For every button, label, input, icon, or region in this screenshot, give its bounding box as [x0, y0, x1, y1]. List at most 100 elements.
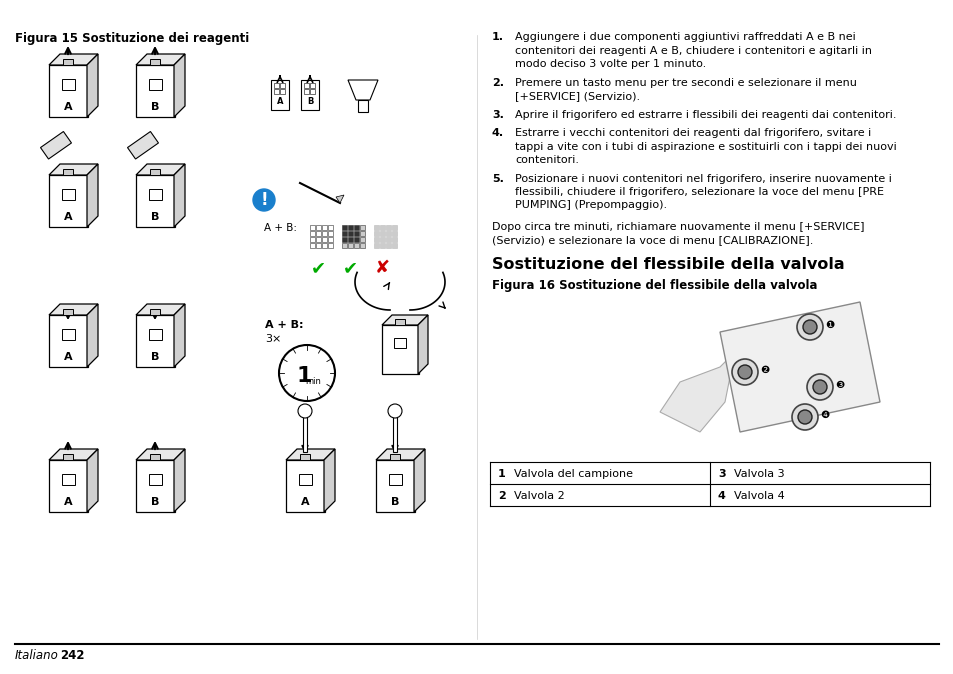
Bar: [354, 231, 358, 236]
Text: 4: 4: [718, 491, 725, 501]
Bar: [359, 231, 365, 236]
Polygon shape: [136, 304, 185, 315]
Text: ✔: ✔: [342, 259, 357, 277]
Bar: [341, 243, 347, 248]
Text: 4.: 4.: [492, 128, 503, 138]
Bar: [374, 237, 378, 242]
Bar: [304, 83, 309, 88]
Polygon shape: [720, 302, 879, 432]
Bar: [328, 225, 333, 230]
Polygon shape: [128, 131, 158, 159]
Bar: [299, 454, 310, 460]
Bar: [386, 231, 391, 236]
Bar: [274, 89, 278, 94]
Text: flessibili, chiudere il frigorifero, selezionare la voce del menu [PRE: flessibili, chiudere il frigorifero, sel…: [515, 187, 883, 197]
Circle shape: [738, 365, 751, 379]
Circle shape: [388, 404, 401, 418]
Bar: [386, 243, 391, 248]
Bar: [359, 237, 365, 242]
Bar: [359, 243, 365, 248]
Bar: [315, 243, 320, 248]
Bar: [49, 175, 88, 227]
Bar: [354, 243, 358, 248]
Bar: [150, 169, 160, 175]
Text: Aggiungere i due componenti aggiuntivi raffreddati A e B nei: Aggiungere i due componenti aggiuntivi r…: [515, 32, 855, 42]
Text: Posizionare i nuovi contenitori nel frigorifero, inserire nuovamente i: Posizionare i nuovi contenitori nel frig…: [515, 173, 891, 183]
Text: Valvola del campione: Valvola del campione: [514, 469, 633, 479]
Text: Valvola 3: Valvola 3: [733, 469, 783, 479]
Circle shape: [791, 404, 817, 430]
Text: B: B: [151, 212, 159, 222]
Text: contenitori.: contenitori.: [515, 155, 578, 165]
Bar: [280, 83, 285, 88]
Text: B: B: [151, 102, 159, 112]
Bar: [341, 231, 347, 236]
Text: 3×: 3×: [265, 334, 281, 344]
Bar: [315, 231, 320, 236]
Circle shape: [278, 345, 335, 401]
Text: PUMPING] (Prepompaggio).: PUMPING] (Prepompaggio).: [515, 200, 666, 210]
Bar: [49, 65, 88, 117]
Polygon shape: [375, 449, 424, 460]
Polygon shape: [87, 304, 98, 367]
Text: B: B: [391, 497, 398, 507]
Text: ✘: ✘: [374, 259, 389, 277]
Polygon shape: [659, 352, 734, 432]
Bar: [310, 225, 314, 230]
Text: contenitori dei reagenti A e B, chiudere i contenitori e agitarli in: contenitori dei reagenti A e B, chiudere…: [515, 46, 871, 55]
Circle shape: [297, 404, 312, 418]
Bar: [354, 225, 358, 230]
Text: Premere un tasto menu per tre secondi e selezionare il menu: Premere un tasto menu per tre secondi e …: [515, 78, 856, 88]
Polygon shape: [49, 449, 98, 460]
Text: Dopo circa tre minuti, richiamare nuovamente il menu [+SERVICE]: Dopo circa tre minuti, richiamare nuovam…: [492, 222, 863, 232]
Bar: [298, 474, 312, 485]
Text: 1.: 1.: [492, 32, 503, 42]
Text: 2.: 2.: [492, 78, 503, 88]
Text: A: A: [64, 497, 72, 507]
Polygon shape: [87, 54, 98, 117]
Bar: [310, 231, 314, 236]
Bar: [392, 237, 396, 242]
Bar: [62, 79, 75, 90]
Circle shape: [806, 374, 832, 400]
Bar: [374, 231, 378, 236]
Polygon shape: [49, 54, 98, 65]
Polygon shape: [136, 449, 185, 460]
Polygon shape: [414, 449, 424, 512]
Bar: [62, 329, 75, 340]
Polygon shape: [286, 449, 335, 460]
Bar: [149, 79, 162, 90]
Bar: [328, 243, 333, 248]
Text: Estrarre i vecchi contenitori dei reagenti dal frigorifero, svitare i: Estrarre i vecchi contenitori dei reagen…: [515, 128, 870, 138]
Bar: [310, 237, 314, 242]
Bar: [136, 315, 174, 367]
Text: Figura 15 Sostituzione dei reagenti: Figura 15 Sostituzione dei reagenti: [15, 32, 249, 45]
Text: 2: 2: [497, 491, 505, 501]
Bar: [328, 237, 333, 242]
Text: ❹: ❹: [820, 410, 828, 420]
Bar: [310, 89, 314, 94]
Circle shape: [802, 320, 816, 334]
Bar: [322, 225, 327, 230]
Bar: [392, 231, 396, 236]
Bar: [375, 460, 415, 512]
Bar: [374, 225, 378, 230]
Circle shape: [796, 314, 822, 340]
Bar: [374, 243, 378, 248]
Bar: [310, 83, 314, 88]
Polygon shape: [324, 449, 335, 512]
Bar: [304, 89, 309, 94]
Text: 5.: 5.: [492, 173, 503, 183]
Circle shape: [253, 189, 274, 211]
Text: 3.: 3.: [492, 109, 503, 119]
Bar: [328, 231, 333, 236]
Text: A: A: [64, 102, 72, 112]
Bar: [359, 225, 365, 230]
Bar: [379, 231, 385, 236]
Bar: [150, 59, 160, 65]
Text: Figura 16 Sostituzione del flessibile della valvola: Figura 16 Sostituzione del flessibile de…: [492, 279, 817, 292]
Bar: [280, 89, 285, 94]
Text: ❸: ❸: [834, 380, 843, 390]
Bar: [274, 83, 278, 88]
Polygon shape: [173, 449, 185, 512]
